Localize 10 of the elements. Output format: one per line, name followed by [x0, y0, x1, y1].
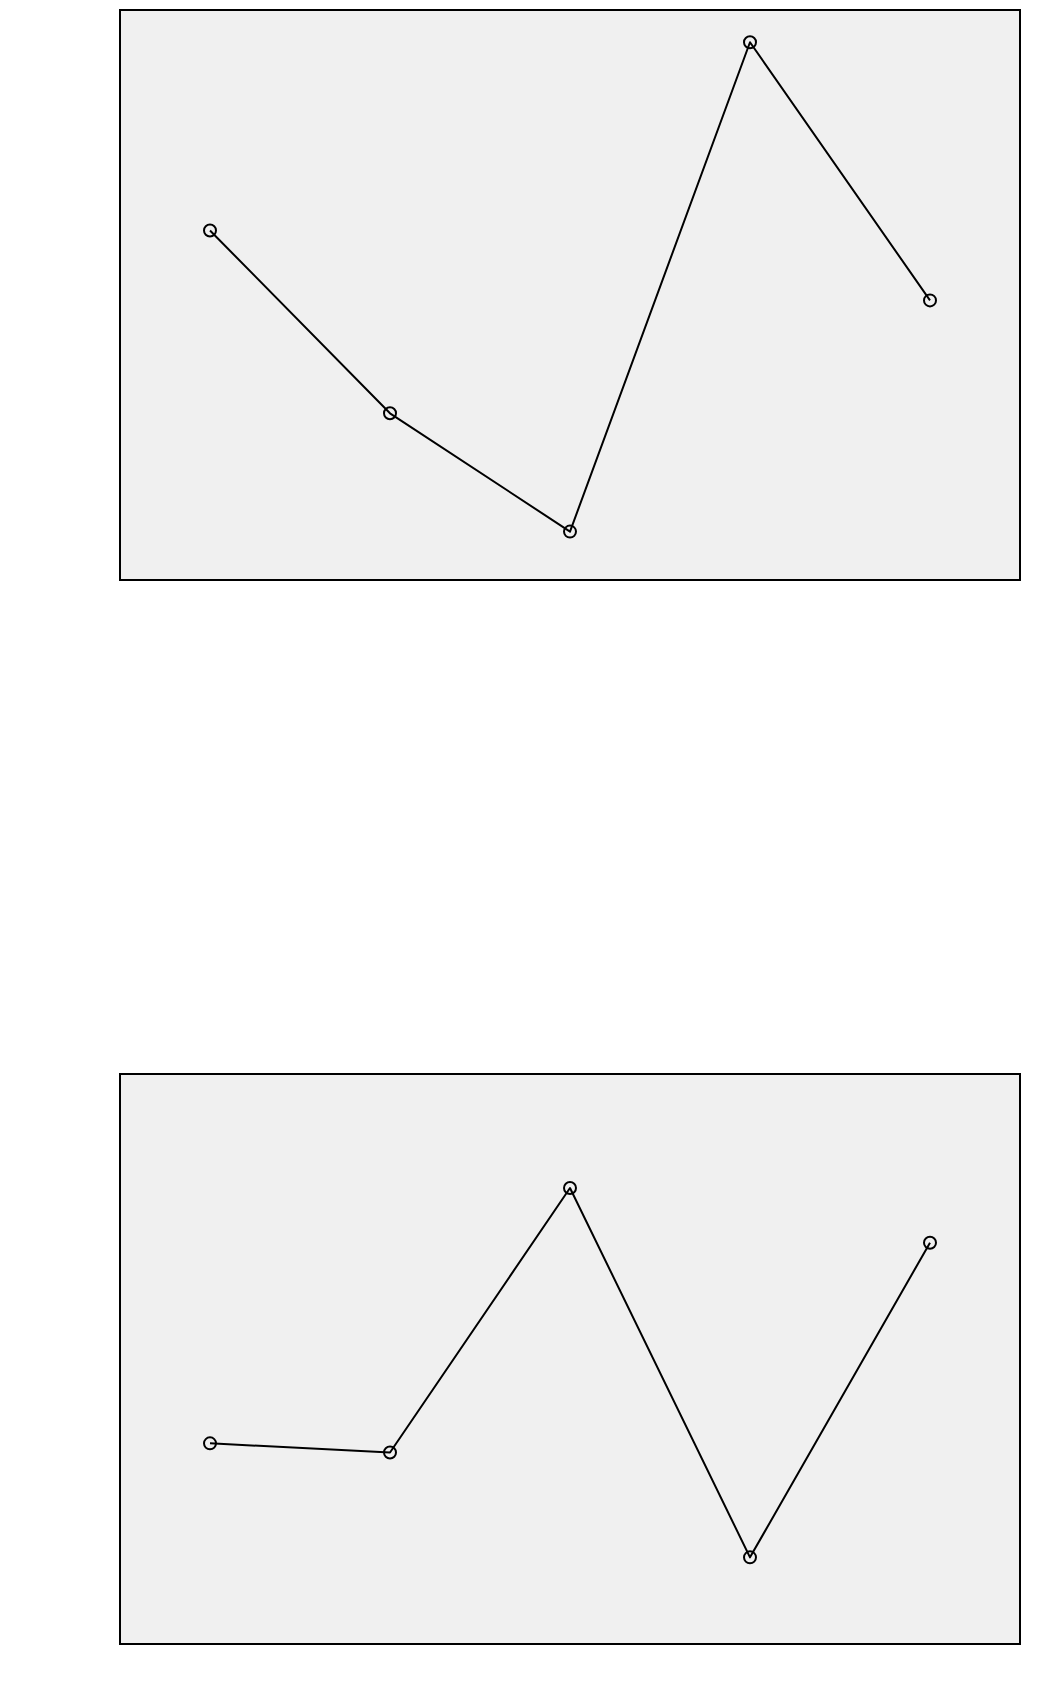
- point: [923, 293, 937, 308]
- point: [203, 1436, 217, 1451]
- point: [203, 223, 217, 238]
- point: [383, 406, 397, 421]
- point: [563, 1181, 577, 1195]
- point: [383, 1445, 397, 1460]
- point: [743, 35, 757, 50]
- point: [923, 1235, 937, 1250]
- point: [743, 1550, 757, 1565]
- point: [563, 524, 577, 539]
